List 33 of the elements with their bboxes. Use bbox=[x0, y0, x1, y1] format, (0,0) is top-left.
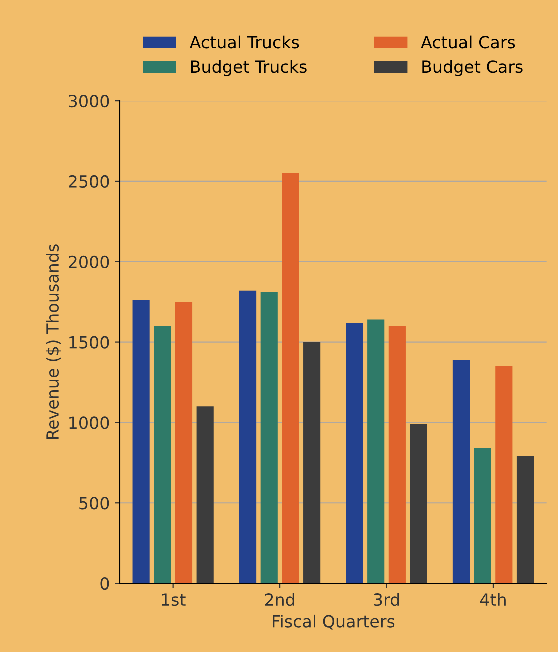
bar bbox=[410, 424, 428, 584]
bar bbox=[175, 302, 193, 584]
bar bbox=[368, 320, 385, 584]
bar bbox=[154, 326, 172, 584]
x-axis-title: Fiscal Quarters bbox=[273, 614, 395, 630]
bar bbox=[239, 290, 257, 584]
bar bbox=[196, 406, 214, 584]
y-tick-label: 1000 bbox=[70, 416, 110, 430]
bar bbox=[282, 173, 300, 584]
y-tick-label: 2500 bbox=[69, 175, 110, 188]
x-tick-label: 1st bbox=[162, 594, 186, 606]
bar bbox=[516, 456, 534, 584]
legend-label: Actual Cars bbox=[421, 36, 516, 49]
legend-label: Budget Cars bbox=[422, 60, 523, 76]
bar bbox=[474, 448, 492, 584]
y-tick-label: 1500 bbox=[70, 336, 110, 349]
y-tick-label: 2000 bbox=[69, 256, 110, 268]
bar bbox=[132, 300, 150, 584]
bar bbox=[452, 360, 470, 584]
bar bbox=[496, 366, 513, 584]
y-tick-label: 0 bbox=[100, 578, 110, 590]
legend-label: Budget Trucks bbox=[191, 60, 307, 76]
x-tick-label: 3rd bbox=[374, 593, 400, 606]
y-tick-label: 3000 bbox=[69, 95, 110, 108]
bar bbox=[388, 326, 406, 584]
y-axis-title: Revenue ($) Thousands bbox=[46, 244, 62, 440]
bar bbox=[304, 342, 321, 584]
bar bbox=[346, 323, 364, 584]
bar bbox=[260, 292, 278, 584]
y-tick-label: 500 bbox=[80, 497, 110, 510]
x-tick-label: 4th bbox=[480, 593, 506, 606]
x-tick-label: 2nd bbox=[265, 593, 294, 606]
legend-label: Actual Trucks bbox=[190, 36, 300, 49]
